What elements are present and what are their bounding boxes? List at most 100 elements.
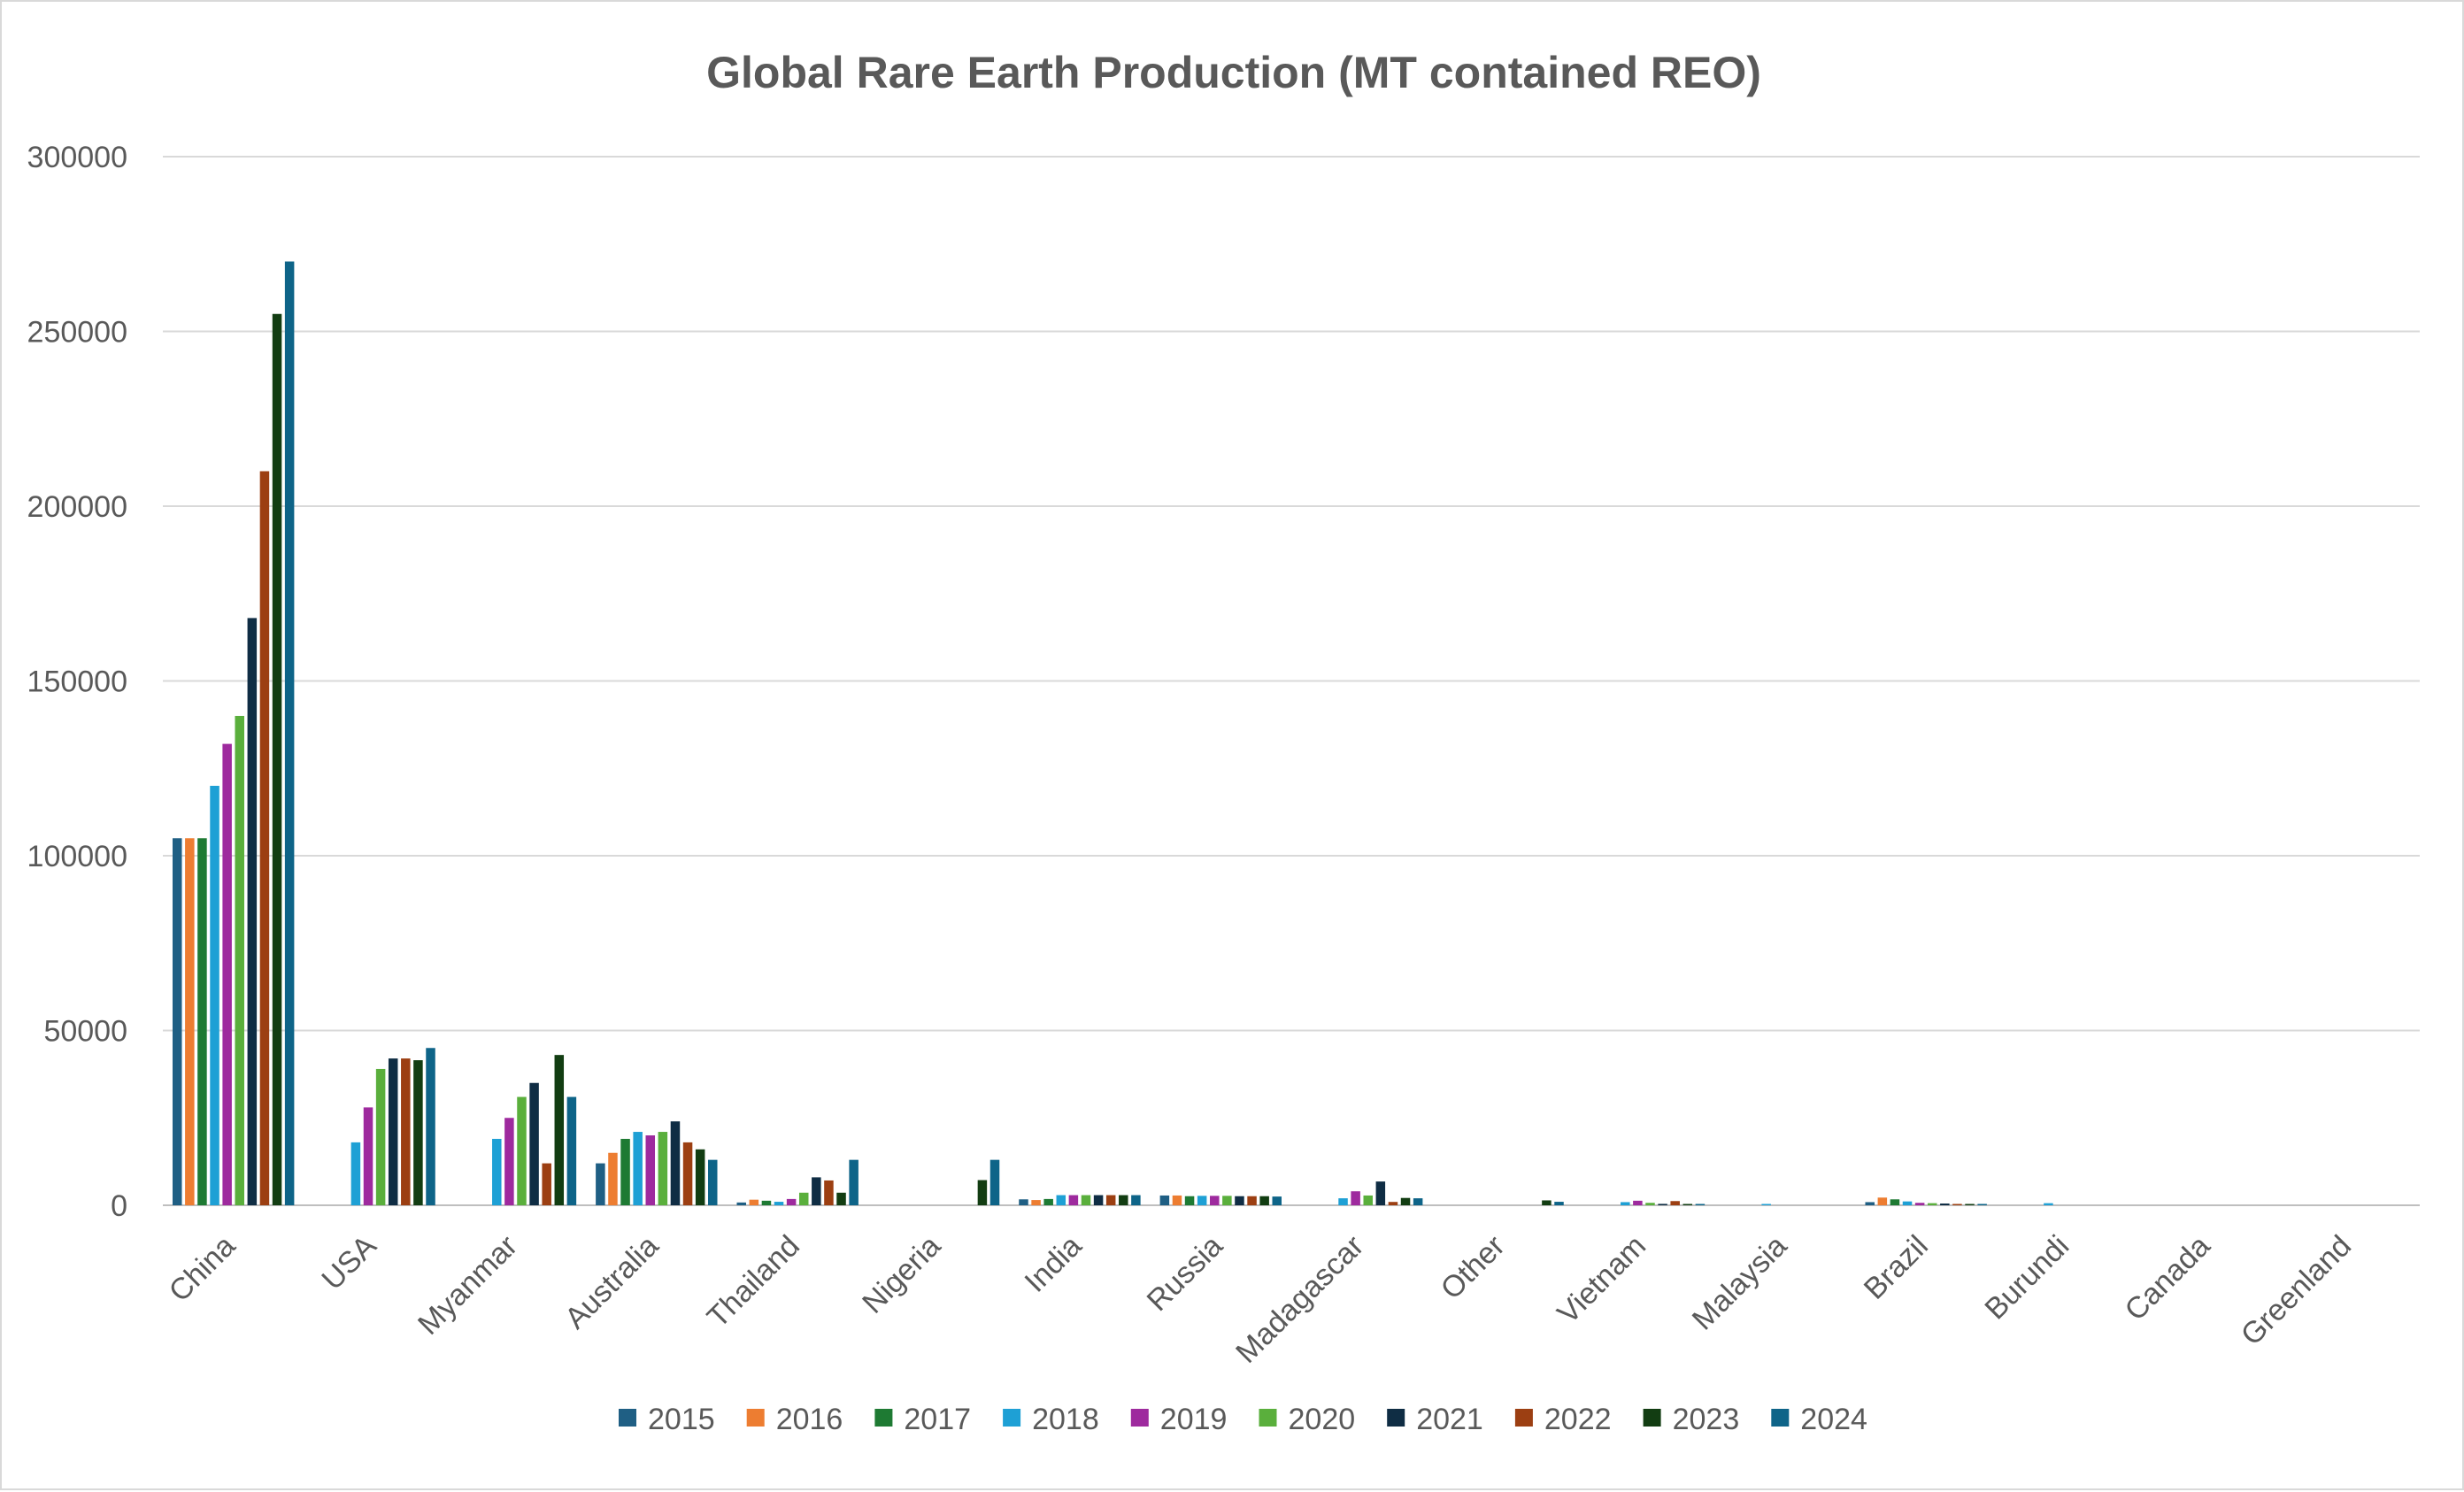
bar-myanmar-2020	[517, 1096, 527, 1205]
bar-thailand-2020	[798, 1192, 809, 1205]
bar-india-2016	[1031, 1200, 1041, 1205]
legend-swatch	[1771, 1409, 1790, 1427]
bar-malaysia-2018	[1761, 1204, 1771, 1205]
legend-swatch	[1643, 1409, 1661, 1427]
y-tick-label: 250000	[27, 316, 127, 350]
bar-china-2022	[259, 471, 270, 1205]
legend-label: 2021	[1416, 1403, 1483, 1436]
bar-thailand-2023	[836, 1192, 846, 1205]
bar-thailand-2019	[786, 1198, 797, 1205]
bar-russia-2019	[1210, 1196, 1220, 1205]
bar-usa-2024	[426, 1048, 435, 1205]
bar-russia-2018	[1197, 1196, 1207, 1205]
legend-swatch	[746, 1409, 765, 1427]
bar-brazil-2023	[1965, 1204, 1975, 1205]
bar-usa-2022	[401, 1058, 411, 1205]
bar-russia-2017	[1184, 1196, 1195, 1205]
legend-label: 2018	[1032, 1403, 1099, 1436]
bar-myanmar-2024	[566, 1096, 577, 1205]
x-tick-label: Madagascar	[1229, 1229, 1370, 1370]
bar-other-2024	[1554, 1202, 1564, 1205]
legend-swatch	[1003, 1409, 1021, 1427]
legend-label: 2022	[1544, 1403, 1612, 1436]
x-tick-label: Other	[1435, 1229, 1512, 1306]
bar-india-2020	[1081, 1195, 1091, 1205]
bar-china-2020	[235, 716, 244, 1205]
bar-india-2023	[1119, 1195, 1128, 1205]
bar-vietnam-2023	[1682, 1204, 1693, 1205]
y-axis: 0 50000 100000 150000 200000 250000 300000	[27, 141, 2420, 1223]
bar-china-2024	[284, 261, 295, 1205]
bar-vietnam-2019	[1633, 1200, 1643, 1205]
y-tick-label: 200000	[27, 490, 127, 524]
bar-russia-2020	[1222, 1196, 1232, 1205]
bars	[172, 261, 2053, 1205]
bar-myanmar-2022	[542, 1163, 551, 1205]
bar-china-2021	[247, 618, 258, 1205]
bar-australia-2023	[695, 1149, 705, 1205]
bar-russia-2023	[1259, 1196, 1269, 1205]
x-tick-label: Malaysia	[1686, 1229, 1794, 1337]
bar-vietnam-2024	[1695, 1204, 1706, 1205]
bar-burundi-2018	[2044, 1203, 2053, 1205]
bar-usa-2019	[363, 1107, 373, 1205]
bar-india-2021	[1093, 1195, 1104, 1205]
bar-usa-2023	[413, 1060, 423, 1205]
y-tick-label: 300000	[27, 141, 127, 174]
legend-label: 2020	[1289, 1403, 1356, 1436]
x-tick-label: Russia	[1141, 1229, 1229, 1318]
bar-brazil-2019	[1914, 1203, 1925, 1205]
bar-thailand-2015	[736, 1202, 746, 1205]
bar-madagascar-2023	[1400, 1197, 1411, 1205]
bar-russia-2015	[1159, 1195, 1170, 1205]
bar-brazil-2018	[1902, 1201, 1913, 1205]
chart-title: Global Rare Earth Production (MT contain…	[706, 48, 1761, 97]
bar-vietnam-2020	[1645, 1203, 1655, 1205]
bar-vietnam-2018	[1621, 1202, 1630, 1205]
bar-china-2015	[172, 838, 182, 1205]
y-tick-label: 50000	[43, 1015, 127, 1049]
x-tick-label: Brazil	[1858, 1229, 1935, 1306]
bar-brazil-2024	[1977, 1204, 1987, 1205]
legend-swatch	[1130, 1409, 1149, 1427]
bar-brazil-2021	[1940, 1204, 1950, 1205]
bar-china-2016	[185, 838, 195, 1205]
x-tick-label: Vietnam	[1551, 1229, 1652, 1331]
bar-australia-2017	[620, 1138, 630, 1205]
x-tick-label: Australia	[558, 1229, 665, 1335]
y-tick-label: 100000	[27, 840, 127, 873]
bar-brazil-2020	[1927, 1203, 1937, 1205]
bar-vietnam-2021	[1658, 1204, 1667, 1205]
bar-australia-2015	[596, 1163, 605, 1205]
bar-thailand-2021	[812, 1177, 821, 1205]
legend-label: 2023	[1673, 1403, 1740, 1436]
bar-india-2024	[1131, 1195, 1141, 1205]
bar-usa-2018	[350, 1142, 361, 1205]
bar-russia-2021	[1235, 1196, 1244, 1205]
bar-nigeria-2023	[977, 1180, 988, 1205]
bar-thailand-2022	[824, 1180, 834, 1205]
legend-label: 2019	[1160, 1403, 1228, 1436]
x-axis: China USA Myanmar Australia Thailand Nigeria I…	[163, 1229, 2358, 1370]
legend-label: 2015	[648, 1403, 715, 1436]
bar-thailand-2024	[849, 1159, 859, 1205]
bar-brazil-2022	[1952, 1204, 1962, 1205]
bar-australia-2022	[682, 1142, 693, 1205]
x-tick-label: Nigeria	[856, 1229, 947, 1320]
bar-russia-2024	[1272, 1196, 1282, 1205]
legend: 2015 2016 2017 2018 2019 2020 2021 2022 2023 2024	[619, 1403, 1867, 1436]
bar-china-2019	[222, 743, 232, 1205]
bar-madagascar-2022	[1388, 1202, 1398, 1205]
bar-australia-2016	[608, 1152, 618, 1205]
bar-brazil-2017	[1890, 1199, 1900, 1205]
bar-australia-2021	[670, 1121, 681, 1205]
bar-china-2017	[197, 838, 207, 1205]
bar-india-2015	[1019, 1199, 1028, 1205]
x-tick-label: China	[163, 1229, 243, 1309]
bar-china-2023	[272, 313, 282, 1205]
bar-nigeria-2024	[989, 1159, 1000, 1205]
x-tick-label: Thailand	[701, 1229, 806, 1334]
x-tick-label: Canada	[2119, 1229, 2217, 1327]
bar-australia-2020	[658, 1132, 668, 1205]
